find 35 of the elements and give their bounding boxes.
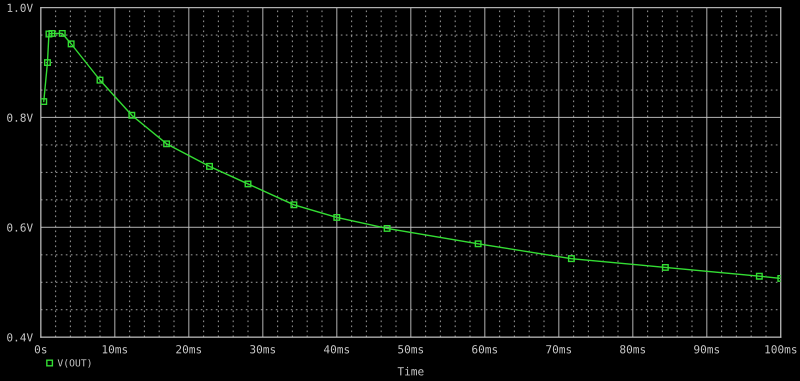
point xyxy=(48,30,56,37)
y-tick-label: 1.0V xyxy=(8,4,33,12)
x-tick-label: 0s xyxy=(34,345,46,354)
point xyxy=(568,255,575,262)
x-tick-label: 70ms xyxy=(546,345,572,354)
point xyxy=(290,201,298,208)
point xyxy=(45,30,52,38)
x-tick-label: 10ms xyxy=(102,345,128,354)
x-tick-label: 20ms xyxy=(176,345,202,354)
x-axis-title: Time xyxy=(398,366,424,376)
point xyxy=(384,224,391,232)
point xyxy=(333,214,340,221)
point xyxy=(44,59,51,66)
point xyxy=(756,272,763,280)
point xyxy=(206,162,213,170)
y-tick-label: 0.8V xyxy=(7,113,33,122)
point xyxy=(474,240,482,248)
x-tick-label: 80ms xyxy=(620,345,646,354)
y-tick-label: 0.4V xyxy=(7,333,33,342)
legend-label: V(OUT) xyxy=(58,359,90,368)
point xyxy=(128,112,136,119)
point xyxy=(244,180,252,188)
point xyxy=(163,140,170,148)
x-tick-label: 60ms xyxy=(472,345,498,354)
x-tick-label: 100ms xyxy=(765,345,796,354)
point xyxy=(40,98,48,106)
x-tick-label: 50ms xyxy=(398,345,424,354)
x-tick-label: 30ms xyxy=(250,345,276,354)
point xyxy=(68,40,75,48)
y-tick-label: 0.6V xyxy=(7,223,33,232)
x-tick-label: 40ms xyxy=(324,345,350,354)
point xyxy=(96,76,104,84)
x-tick-label: 90ms xyxy=(694,345,720,354)
point xyxy=(58,30,66,37)
point xyxy=(662,264,669,271)
